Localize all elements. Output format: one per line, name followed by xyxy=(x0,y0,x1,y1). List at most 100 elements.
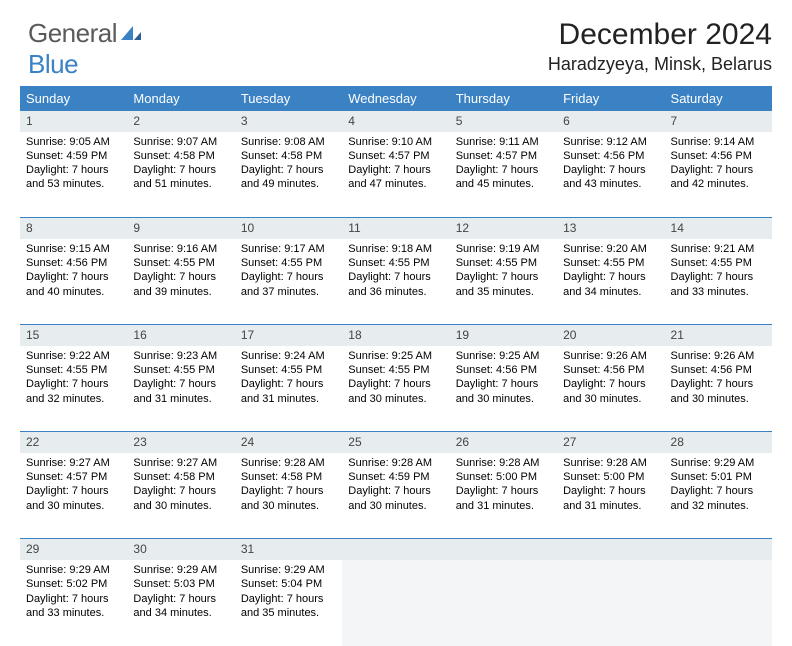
weekday-header: Friday xyxy=(557,86,664,111)
day-body-cell: Sunrise: 9:26 AMSunset: 4:56 PMDaylight:… xyxy=(557,346,664,432)
cell-sunset: Sunset: 4:56 PM xyxy=(26,256,121,270)
cell-sunset: Sunset: 4:55 PM xyxy=(133,363,228,377)
day-number-cell: 20 xyxy=(557,325,664,346)
day-number-cell: 29 xyxy=(20,539,127,560)
cell-sunrise: Sunrise: 9:26 AM xyxy=(671,349,766,363)
day-body-cell: Sunrise: 9:08 AMSunset: 4:58 PMDaylight:… xyxy=(235,132,342,218)
cell-day1: Daylight: 7 hours xyxy=(563,270,658,284)
day-number-cell: 13 xyxy=(557,218,664,239)
cell-day2: and 37 minutes. xyxy=(241,285,336,299)
cell-sunrise: Sunrise: 9:07 AM xyxy=(133,135,228,149)
day-body-cell: Sunrise: 9:10 AMSunset: 4:57 PMDaylight:… xyxy=(342,132,449,218)
day-body-cell: Sunrise: 9:28 AMSunset: 4:58 PMDaylight:… xyxy=(235,453,342,539)
day-number-cell: 16 xyxy=(127,325,234,346)
day-body-cell: Sunrise: 9:25 AMSunset: 4:55 PMDaylight:… xyxy=(342,346,449,432)
day-number-cell: 28 xyxy=(665,432,772,453)
day-number-cell: 26 xyxy=(450,432,557,453)
cell-sunrise: Sunrise: 9:05 AM xyxy=(26,135,121,149)
cell-sunset: Sunset: 4:59 PM xyxy=(26,149,121,163)
cell-day1: Daylight: 7 hours xyxy=(26,592,121,606)
cell-day2: and 45 minutes. xyxy=(456,177,551,191)
day-number-cell: 25 xyxy=(342,432,449,453)
day-body-cell: Sunrise: 9:11 AMSunset: 4:57 PMDaylight:… xyxy=(450,132,557,218)
logo-text-blue: Blue xyxy=(28,49,78,79)
cell-day1: Daylight: 7 hours xyxy=(26,270,121,284)
cell-day2: and 33 minutes. xyxy=(671,285,766,299)
day-number-cell: 4 xyxy=(342,111,449,132)
cell-sunset: Sunset: 4:55 PM xyxy=(133,256,228,270)
cell-day2: and 39 minutes. xyxy=(133,285,228,299)
header: GeneralBlue December 2024 Haradzyeya, Mi… xyxy=(20,18,772,80)
cell-day2: and 40 minutes. xyxy=(26,285,121,299)
day-body-cell: Sunrise: 9:26 AMSunset: 4:56 PMDaylight:… xyxy=(665,346,772,432)
cell-day1: Daylight: 7 hours xyxy=(671,484,766,498)
cell-sunrise: Sunrise: 9:18 AM xyxy=(348,242,443,256)
cell-day2: and 30 minutes. xyxy=(133,499,228,513)
cell-sunrise: Sunrise: 9:10 AM xyxy=(348,135,443,149)
day-number-cell: 30 xyxy=(127,539,234,560)
day-body-row: Sunrise: 9:15 AMSunset: 4:56 PMDaylight:… xyxy=(20,239,772,325)
cell-sunset: Sunset: 4:56 PM xyxy=(671,363,766,377)
day-body-cell: Sunrise: 9:24 AMSunset: 4:55 PMDaylight:… xyxy=(235,346,342,432)
day-number-cell: 19 xyxy=(450,325,557,346)
cell-sunset: Sunset: 4:56 PM xyxy=(671,149,766,163)
day-body-cell: Sunrise: 9:29 AMSunset: 5:04 PMDaylight:… xyxy=(235,560,342,646)
day-body-row: Sunrise: 9:22 AMSunset: 4:55 PMDaylight:… xyxy=(20,346,772,432)
cell-sunrise: Sunrise: 9:16 AM xyxy=(133,242,228,256)
cell-day2: and 30 minutes. xyxy=(26,499,121,513)
cell-sunset: Sunset: 5:04 PM xyxy=(241,577,336,591)
day-number-cell: 3 xyxy=(235,111,342,132)
weekday-header: Sunday xyxy=(20,86,127,111)
cell-day2: and 36 minutes. xyxy=(348,285,443,299)
cell-day1: Daylight: 7 hours xyxy=(456,163,551,177)
day-number-cell: 23 xyxy=(127,432,234,453)
cell-sunset: Sunset: 4:56 PM xyxy=(456,363,551,377)
day-body-row: Sunrise: 9:27 AMSunset: 4:57 PM Daylight:… xyxy=(20,453,772,539)
cell-day2: and 30 minutes. xyxy=(348,499,443,513)
cell-day2: and 53 minutes. xyxy=(26,177,121,191)
cell-sunset: Sunset: 4:57 PM xyxy=(456,149,551,163)
cell-day1: Daylight: 7 hours xyxy=(133,592,228,606)
cell-sunrise: Sunrise: 9:11 AM xyxy=(456,135,551,149)
cell-sunrise: Sunrise: 9:25 AM xyxy=(456,349,551,363)
cell-sunrise: Sunrise: 9:12 AM xyxy=(563,135,658,149)
day-number-cell: 1 xyxy=(20,111,127,132)
day-body-cell xyxy=(342,560,449,646)
day-number-cell xyxy=(450,539,557,560)
day-body-cell: Sunrise: 9:18 AMSunset: 4:55 PMDaylight:… xyxy=(342,239,449,325)
day-number-cell xyxy=(557,539,664,560)
cell-day2: and 49 minutes. xyxy=(241,177,336,191)
cell-day1: Daylight: 7 hours xyxy=(241,377,336,391)
day-body-cell: Sunrise: 9:25 AMSunset: 4:56 PMDaylight:… xyxy=(450,346,557,432)
cell-day2: and 30 minutes. xyxy=(671,392,766,406)
day-body-cell: Sunrise: 9:28 AMSunset: 5:00 PMDaylight:… xyxy=(450,453,557,539)
cell-sunset: Sunset: 4:57 PM xyxy=(26,470,121,484)
calendar-table: SundayMondayTuesdayWednesdayThursdayFrid… xyxy=(20,86,772,646)
day-body-row: Sunrise: 9:05 AMSunset: 4:59 PMDaylight:… xyxy=(20,132,772,218)
day-body-cell: Sunrise: 9:29 AMSunset: 5:01 PMDaylight:… xyxy=(665,453,772,539)
day-number-cell: 22 xyxy=(20,432,127,453)
page-title: December 2024 xyxy=(548,18,772,52)
cell-day2: and 47 minutes. xyxy=(348,177,443,191)
day-body-cell xyxy=(450,560,557,646)
day-body-cell: Sunrise: 9:23 AMSunset: 4:55 PMDaylight:… xyxy=(127,346,234,432)
day-number-cell xyxy=(665,539,772,560)
cell-day1: Daylight: 7 hours xyxy=(26,163,121,177)
cell-sunset: Sunset: 5:00 PM xyxy=(563,470,658,484)
day-number-row: 1234567 xyxy=(20,111,772,132)
day-number-row: 293031 xyxy=(20,539,772,560)
cell-sunrise: Sunrise: 9:21 AM xyxy=(671,242,766,256)
cell-day1: Daylight: 7 hours xyxy=(348,270,443,284)
cell-sunset: Sunset: 5:03 PM xyxy=(133,577,228,591)
cell-sunrise: Sunrise: 9:27 AM xyxy=(26,456,121,470)
cell-day2: and 33 minutes. xyxy=(26,606,121,620)
day-number-cell: 5 xyxy=(450,111,557,132)
cell-sunrise: Sunrise: 9:29 AM xyxy=(241,563,336,577)
day-body-cell: Sunrise: 9:27 AMSunset: 4:57 PMDaylight:… xyxy=(20,453,127,539)
day-number-row: 22232425262728 xyxy=(20,432,772,453)
cell-day2: and 32 minutes. xyxy=(671,499,766,513)
cell-sunset: Sunset: 4:55 PM xyxy=(241,363,336,377)
cell-sunrise: Sunrise: 9:28 AM xyxy=(241,456,336,470)
day-body-row: Sunrise: 9:29 AMSunset: 5:02 PMDaylight:… xyxy=(20,560,772,646)
day-body-cell: Sunrise: 9:17 AMSunset: 4:55 PMDaylight:… xyxy=(235,239,342,325)
